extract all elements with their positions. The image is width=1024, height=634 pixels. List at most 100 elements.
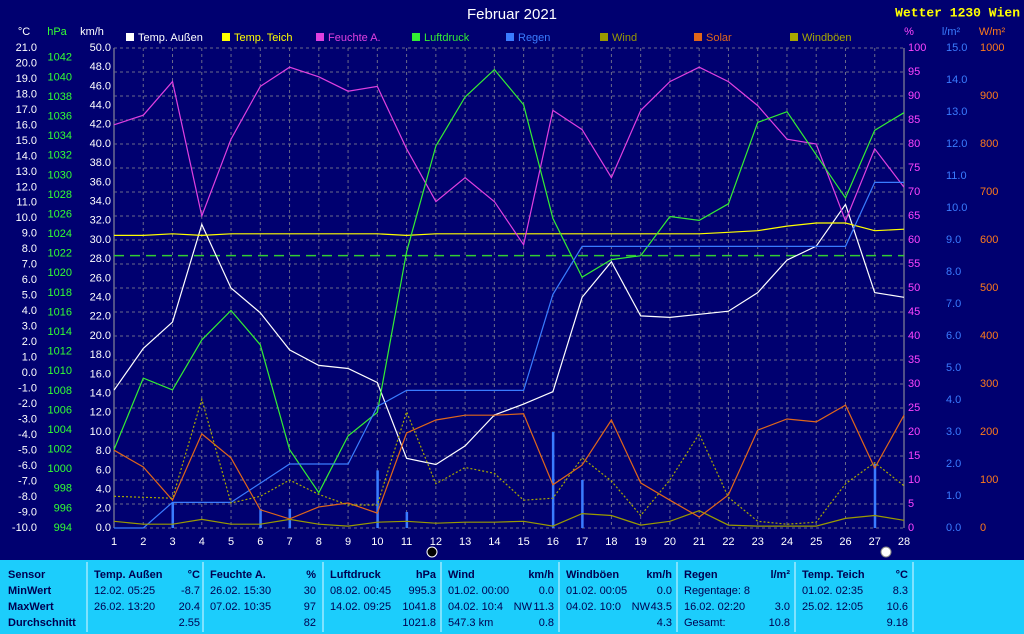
x-tick-label: 8 <box>316 536 322 548</box>
x-tick-label: 1 <box>111 536 117 548</box>
y-tick-label: 20.0 <box>16 57 37 69</box>
moon-icon <box>880 546 892 558</box>
cell-value: 20.4 <box>179 601 200 613</box>
legend-swatch <box>506 33 514 41</box>
y-tick-label: 3.0 <box>946 426 961 438</box>
y-tick-label: 400 <box>980 330 998 342</box>
y-tick-label: 75 <box>908 162 920 174</box>
x-tick-label: 28 <box>898 536 910 548</box>
y-tick-label: 15.0 <box>16 135 37 147</box>
y-tick-label: 1024 <box>48 228 72 240</box>
cell-text: 08.02. 00:45 <box>330 585 391 597</box>
y-tick-label: 600 <box>980 234 998 246</box>
y-tick-label: -6.0 <box>18 460 37 472</box>
y-tick-label: 22.0 <box>90 311 111 323</box>
y-tick-label: 26.0 <box>90 272 111 284</box>
cell-value: 10.6 <box>887 601 908 613</box>
y-tick-label: 18.0 <box>16 88 37 100</box>
rain-bar <box>405 512 409 528</box>
y-tick-label: 10.0 <box>16 212 37 224</box>
x-tick-label: 3 <box>169 536 175 548</box>
y-tick-label: 11.0 <box>946 170 967 182</box>
y-tick-label: -10.0 <box>12 522 37 534</box>
y-tick-label: 300 <box>980 378 998 390</box>
column-unit: °C <box>188 569 200 581</box>
y-tick-label: 40 <box>908 330 920 342</box>
axis-unit: km/h <box>80 26 104 38</box>
y-tick-label: 13.0 <box>946 106 967 118</box>
cell-value: 1041.8 <box>402 601 436 613</box>
x-tick-label: 26 <box>839 536 851 548</box>
x-tick-label: 13 <box>459 536 471 548</box>
cell-value: 3.0 <box>775 601 790 613</box>
cell-text: 01.02. 00:00 <box>448 585 509 597</box>
row-label: Sensor <box>8 569 46 581</box>
y-tick-label: 18.0 <box>90 349 111 361</box>
y-tick-label: 15 <box>908 450 920 462</box>
y-tick-label: 1012 <box>48 346 72 358</box>
y-tick-label: 9.0 <box>946 234 961 246</box>
axis-unit: °C <box>18 26 30 38</box>
y-tick-label: 8.0 <box>946 266 961 278</box>
y-tick-label: 4.0 <box>96 484 111 496</box>
y-tick-label: 14.0 <box>946 74 967 86</box>
column-unit: l/m² <box>770 569 790 581</box>
y-tick-label: 6.0 <box>22 274 37 286</box>
cell-value: 995.3 <box>408 585 436 597</box>
y-tick-label: 50.0 <box>90 42 111 54</box>
x-tick-label: 14 <box>488 536 500 548</box>
y-tick-label: 12.0 <box>90 407 111 419</box>
x-tick-label: 22 <box>722 536 734 548</box>
x-tick-label: 20 <box>664 536 676 548</box>
column-unit: km/h <box>528 569 554 581</box>
x-tick-label: 21 <box>693 536 705 548</box>
y-tick-label: 5.0 <box>946 362 961 374</box>
rain-bar <box>873 464 877 528</box>
cell-direction: NW <box>632 601 651 613</box>
column-title: Windböen <box>566 569 619 581</box>
column-title: Temp. Teich <box>802 569 865 581</box>
y-tick-label: 1.0 <box>946 490 961 502</box>
cell-value: -8.7 <box>181 585 200 597</box>
legend-swatch <box>316 33 324 41</box>
series-line <box>113 404 905 520</box>
cell-value: 11.3 <box>533 601 554 613</box>
x-tick-label: 19 <box>635 536 647 548</box>
cell-direction: NW <box>514 601 533 613</box>
y-tick-label: 1010 <box>48 365 72 377</box>
x-tick-label: 18 <box>605 536 617 548</box>
cell-text: 01.02. 00:05 <box>566 585 627 597</box>
cell-text: 547.3 km <box>448 617 493 629</box>
y-tick-label: 1020 <box>48 267 72 279</box>
cell-value: 2.55 <box>179 617 200 629</box>
y-tick-label: 16.0 <box>16 119 37 131</box>
moon-icon <box>426 546 438 558</box>
y-tick-label: 35 <box>908 354 920 366</box>
y-tick-label: 32.0 <box>90 215 111 227</box>
y-tick-label: 55 <box>908 258 920 270</box>
y-tick-label: -4.0 <box>18 429 37 441</box>
column-title: Wind <box>448 569 475 581</box>
cell-value: 0.8 <box>539 617 554 629</box>
y-tick-label: 1008 <box>48 385 72 397</box>
rain-bar <box>551 432 555 528</box>
y-tick-label: 65 <box>908 210 920 222</box>
y-tick-label: 1036 <box>48 110 72 122</box>
legend-label: Luftdruck <box>424 32 470 44</box>
y-tick-label: 900 <box>980 90 998 102</box>
y-tick-label: 0 <box>908 522 914 534</box>
y-tick-label: 7.0 <box>22 259 37 271</box>
cell-value: 8.3 <box>893 585 908 597</box>
y-tick-label: 1002 <box>48 444 72 456</box>
x-tick-label: 25 <box>810 536 822 548</box>
y-tick-label: 7.0 <box>946 298 961 310</box>
legend-label: Wind <box>612 32 637 44</box>
y-tick-label: 1022 <box>48 248 72 260</box>
y-tick-label: -1.0 <box>18 383 37 395</box>
x-tick-label: 7 <box>286 536 292 548</box>
x-tick-label: 10 <box>371 536 383 548</box>
y-tick-label: 1042 <box>48 52 72 64</box>
y-tick-label: 1014 <box>48 326 72 338</box>
y-tick-label: 10 <box>908 474 920 486</box>
legend-swatch <box>790 33 798 41</box>
